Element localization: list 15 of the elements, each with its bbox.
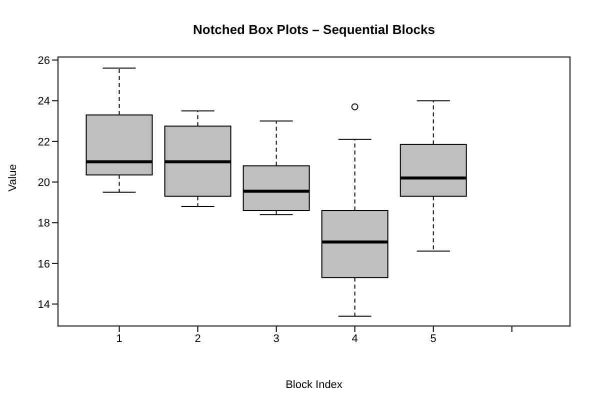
y-tick-label: 16 — [38, 258, 50, 270]
y-tick-label: 22 — [38, 136, 50, 148]
y-tick-label: 24 — [38, 96, 50, 108]
y-tick-label: 26 — [38, 54, 50, 67]
x-tick-label: 5 — [430, 332, 436, 345]
x-tick-label: 4 — [352, 332, 358, 345]
y-tick-label: 20 — [38, 176, 50, 189]
x-tick-label: 2 — [194, 332, 201, 345]
x-axis-title: Block Index — [286, 379, 343, 391]
y-tick-label: 14 — [38, 298, 50, 311]
x-tick-label: 1 — [116, 332, 122, 345]
y-axis-title: Value — [6, 164, 19, 192]
x-tick-label: 3 — [273, 332, 280, 345]
y-tick-label: 18 — [38, 218, 50, 230]
chart-title: Notched Box Plots – Sequential Blocks — [193, 22, 435, 37]
